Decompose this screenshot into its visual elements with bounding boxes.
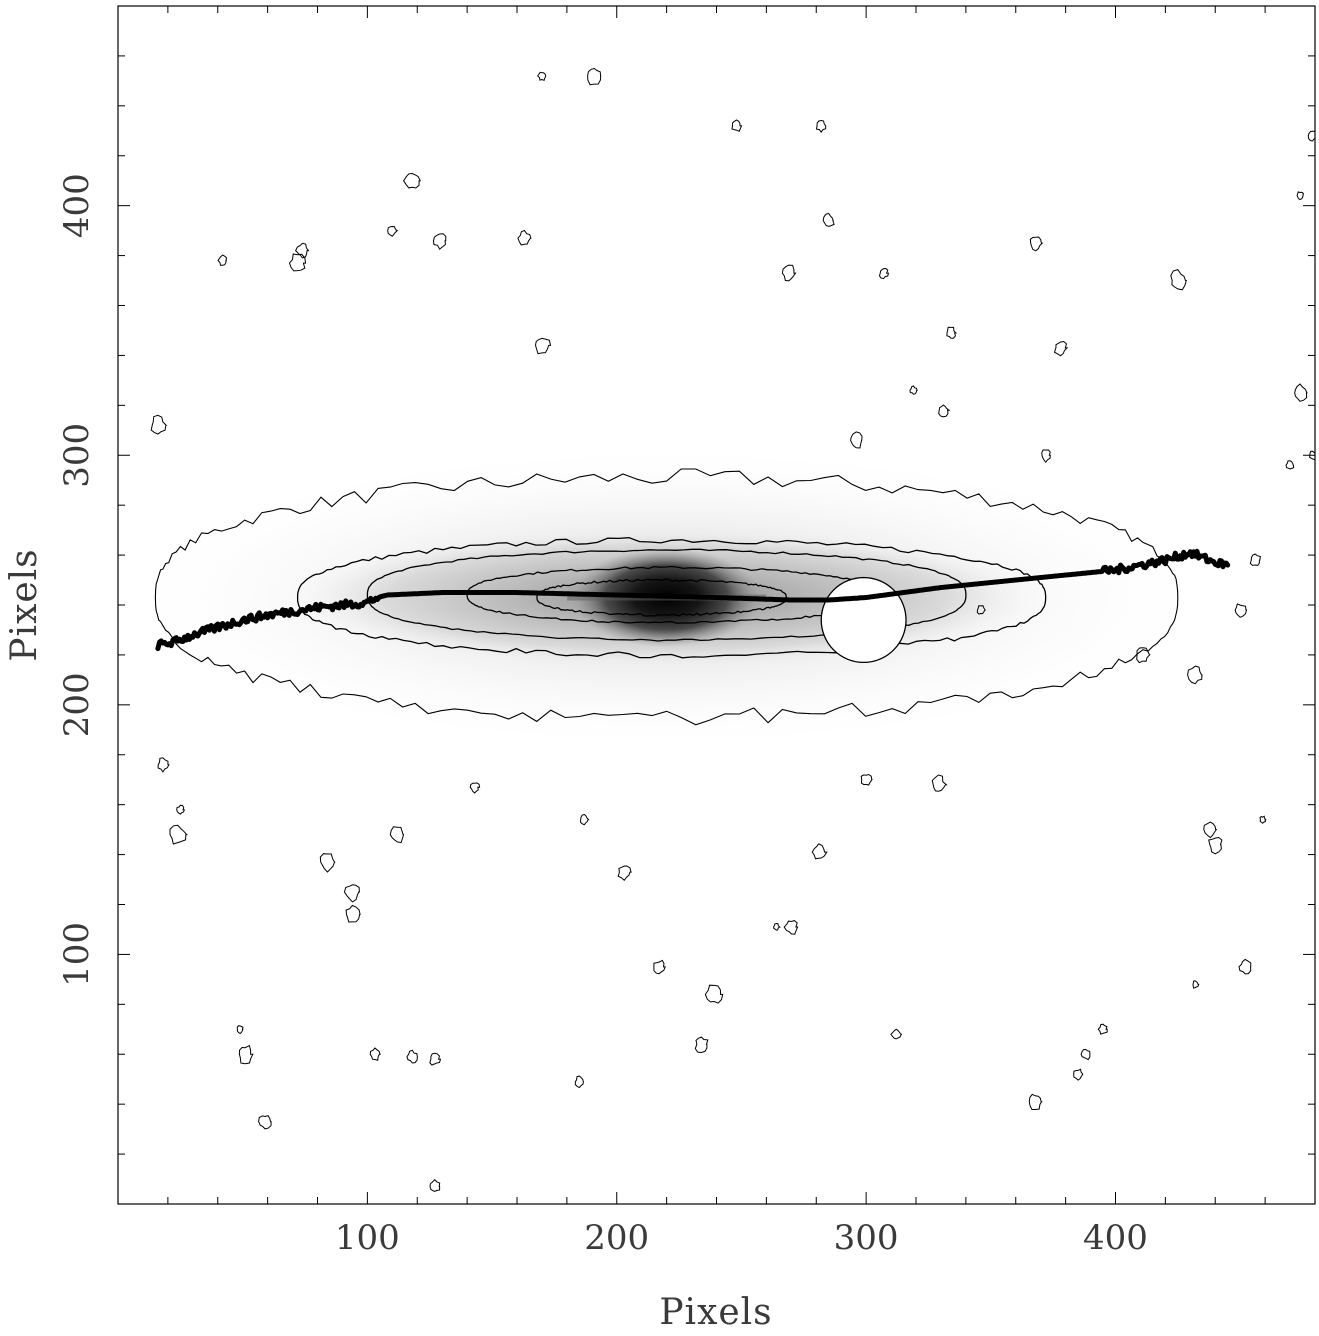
x-tick-label: 100 xyxy=(335,1218,400,1258)
knot xyxy=(1187,665,1203,685)
knot xyxy=(238,1044,254,1065)
knot xyxy=(1053,340,1069,357)
y-tick-label: 400 xyxy=(57,173,97,238)
knot xyxy=(1208,836,1223,855)
knot xyxy=(976,605,986,615)
knot xyxy=(343,884,360,903)
knot xyxy=(1203,821,1218,839)
knot xyxy=(878,267,890,280)
knot xyxy=(822,212,835,227)
knot xyxy=(258,1115,272,1130)
x-axis-title: Pixels xyxy=(659,1292,772,1333)
knot xyxy=(150,414,168,435)
warp-midline xyxy=(155,548,1231,652)
knot xyxy=(1249,553,1261,566)
knot xyxy=(1234,603,1248,618)
contour-level-5 xyxy=(536,578,787,617)
knot xyxy=(860,773,873,786)
masked-circle xyxy=(820,576,907,664)
knot xyxy=(1307,130,1315,142)
x-tick-label: 400 xyxy=(1083,1218,1148,1258)
knot xyxy=(1028,1093,1043,1110)
knot xyxy=(1041,449,1051,464)
knot xyxy=(1029,236,1044,252)
knot xyxy=(217,254,228,266)
knot xyxy=(811,843,828,860)
knot xyxy=(157,757,170,773)
x-tick-label: 200 xyxy=(584,1218,649,1258)
knot xyxy=(432,233,447,250)
knot xyxy=(534,337,552,355)
knot xyxy=(429,1052,442,1066)
knot xyxy=(369,1047,381,1061)
knot xyxy=(815,119,827,133)
knot xyxy=(1192,980,1200,989)
knot xyxy=(1259,815,1267,824)
knot xyxy=(773,922,781,931)
knot xyxy=(704,984,724,1004)
knot xyxy=(931,774,948,792)
knot xyxy=(783,920,799,935)
knot xyxy=(938,404,951,418)
x-tick-label: 300 xyxy=(834,1218,899,1258)
y-tick-label: 200 xyxy=(57,672,97,737)
knot xyxy=(288,253,307,272)
knot xyxy=(694,1036,709,1054)
tick-labels: 100 200 300 400 100 200 300 400 xyxy=(57,173,1148,1258)
knot xyxy=(890,1028,903,1040)
contour-level-3 xyxy=(366,548,967,642)
contour-level-1 xyxy=(154,468,1179,726)
knot xyxy=(909,385,918,395)
knot xyxy=(517,229,532,246)
knot xyxy=(469,782,481,794)
knot xyxy=(1170,269,1187,291)
y-tick-label: 100 xyxy=(57,922,97,987)
knot xyxy=(574,1075,584,1089)
y-axis-title: Pixels xyxy=(4,548,45,661)
knot xyxy=(1073,1068,1084,1081)
knot xyxy=(617,865,632,882)
knot xyxy=(389,826,405,844)
knot xyxy=(1097,1023,1108,1035)
plot-area xyxy=(118,6,1315,1204)
contour-lines xyxy=(154,468,1179,726)
background-knots xyxy=(150,67,1315,1193)
knot xyxy=(1294,383,1308,402)
knot xyxy=(1238,958,1252,975)
masked-star xyxy=(820,576,907,664)
midline-trace xyxy=(155,548,1231,652)
knot xyxy=(653,959,666,975)
knot xyxy=(319,853,336,873)
knot xyxy=(579,813,590,826)
knot xyxy=(406,1049,419,1064)
knot xyxy=(1080,1048,1091,1061)
knot xyxy=(345,904,361,923)
knot xyxy=(176,804,185,815)
knot xyxy=(1136,647,1151,664)
knot xyxy=(294,242,310,259)
knot xyxy=(1285,460,1295,470)
axis-ticks xyxy=(118,6,1315,1204)
knot xyxy=(402,172,422,189)
knot xyxy=(429,1178,441,1193)
knot xyxy=(587,67,602,86)
knot xyxy=(731,119,743,132)
y-tick-label: 300 xyxy=(57,423,97,488)
knot xyxy=(850,431,863,449)
knot xyxy=(236,1025,244,1035)
knot xyxy=(169,824,188,845)
knot xyxy=(1296,191,1304,201)
knot xyxy=(946,326,958,339)
knot xyxy=(387,225,399,237)
knot xyxy=(537,71,547,81)
knot xyxy=(781,264,797,282)
